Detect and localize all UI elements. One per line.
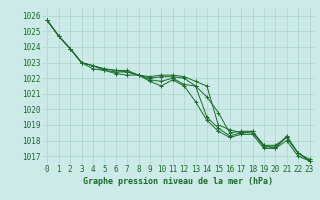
- X-axis label: Graphe pression niveau de la mer (hPa): Graphe pression niveau de la mer (hPa): [84, 177, 273, 186]
